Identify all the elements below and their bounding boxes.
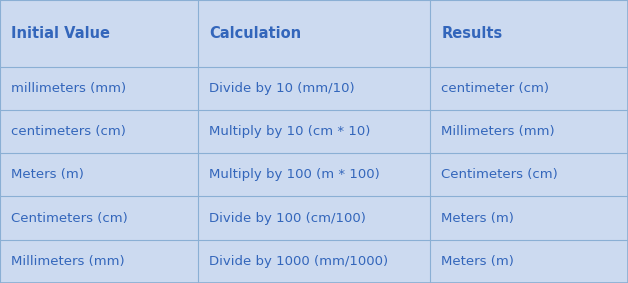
Text: centimeters (cm): centimeters (cm) (11, 125, 126, 138)
Text: Meters (m): Meters (m) (11, 168, 84, 181)
Text: Initial Value: Initial Value (11, 26, 111, 41)
Text: Centimeters (cm): Centimeters (cm) (11, 212, 128, 224)
Text: Millimeters (mm): Millimeters (mm) (11, 255, 125, 268)
Text: Meters (m): Meters (m) (441, 255, 514, 268)
Text: Calculation: Calculation (209, 26, 301, 41)
Text: Divide by 1000 (mm/1000): Divide by 1000 (mm/1000) (209, 255, 388, 268)
Text: Results: Results (441, 26, 503, 41)
Text: Multiply by 10 (cm * 10): Multiply by 10 (cm * 10) (209, 125, 371, 138)
Text: Divide by 10 (mm/10): Divide by 10 (mm/10) (209, 82, 355, 95)
Text: Meters (m): Meters (m) (441, 212, 514, 224)
Text: Millimeters (mm): Millimeters (mm) (441, 125, 555, 138)
Text: centimeter (cm): centimeter (cm) (441, 82, 550, 95)
Text: Multiply by 100 (m * 100): Multiply by 100 (m * 100) (209, 168, 380, 181)
Text: Centimeters (cm): Centimeters (cm) (441, 168, 558, 181)
Text: Divide by 100 (cm/100): Divide by 100 (cm/100) (209, 212, 366, 224)
Text: millimeters (mm): millimeters (mm) (11, 82, 126, 95)
